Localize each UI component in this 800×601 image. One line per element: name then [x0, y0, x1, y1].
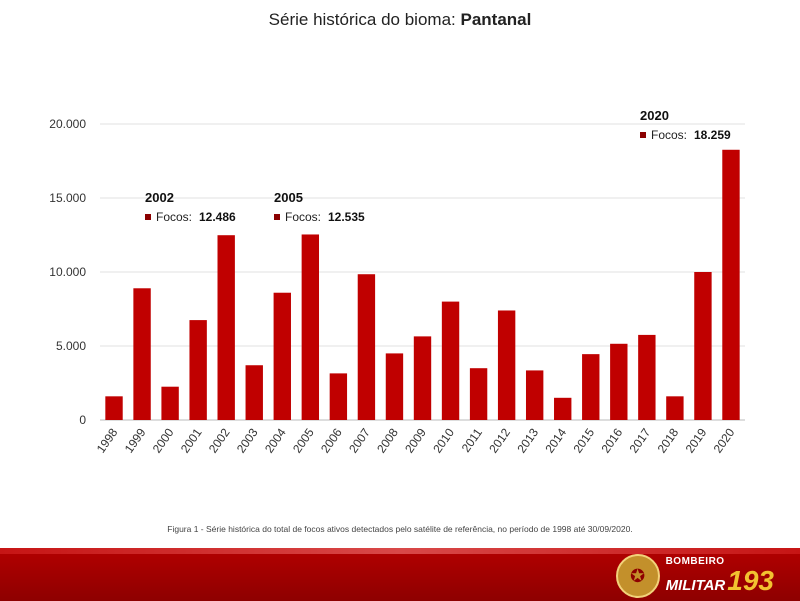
x-tick-label: 2014 — [542, 425, 569, 455]
bar-2019 — [694, 272, 712, 420]
annotation-year: 2020 — [640, 108, 669, 123]
bar-2004 — [273, 292, 291, 420]
chart-title-bold: Pantanal — [460, 10, 532, 29]
bar-2016 — [610, 343, 628, 420]
x-tick-label: 2009 — [402, 425, 429, 455]
bar-2012 — [497, 310, 516, 420]
bar-2013 — [525, 370, 544, 420]
x-tick-label: 2015 — [570, 425, 597, 455]
x-tick-label: 2001 — [178, 425, 205, 455]
x-tick-label: 2007 — [346, 425, 373, 455]
bar-1998 — [105, 396, 123, 420]
bombeiro-militar-logo: ✪ BOMBEIRO MILITAR 193 — [615, 554, 774, 598]
bars — [105, 149, 740, 421]
bar-2018 — [666, 396, 684, 420]
logo-line1: BOMBEIRO — [665, 556, 725, 567]
footer-stripe — [0, 548, 800, 554]
bar-2008 — [385, 353, 404, 420]
x-tick-label: 2020 — [711, 425, 738, 455]
annotation-swatch — [274, 214, 280, 220]
bar-2006 — [329, 373, 348, 420]
x-tick-label: 2006 — [318, 425, 345, 455]
x-tick-label: 1999 — [122, 425, 149, 455]
x-tick-label: 2011 — [459, 425, 485, 454]
logo-text: BOMBEIRO MILITAR 193 — [666, 557, 774, 595]
bar-2011 — [469, 368, 488, 420]
x-tick-label: 2000 — [150, 425, 177, 455]
x-axis: 1998 1999 2000 2001 2002 2003 2004 2005 2006 2007… — [94, 425, 738, 455]
x-tick-label: 2010 — [430, 425, 457, 455]
annotation-label: Focos: — [285, 210, 321, 224]
y-tick-label: 20.000 — [49, 117, 86, 131]
annotation-value: 18.259 — [694, 128, 731, 142]
chart-title-prefix: Série histórica do bioma: — [268, 10, 461, 29]
x-tick-label: 2016 — [598, 425, 625, 455]
bar-2020 — [722, 149, 740, 421]
bar-2015 — [582, 354, 600, 420]
x-tick-label: 2005 — [290, 425, 317, 455]
bar-2002 — [217, 235, 235, 420]
figure-caption: Figura 1 - Série histórica do total de f… — [167, 524, 633, 534]
annotation-label: Focos: — [651, 128, 687, 142]
x-tick-label: 1998 — [94, 425, 121, 455]
annotation-swatch — [640, 132, 646, 138]
bar-2009 — [413, 336, 432, 420]
x-tick-label: 2017 — [627, 425, 654, 455]
annotation-year: 2002 — [145, 190, 174, 205]
x-tick-label: 2004 — [262, 425, 289, 455]
annotation-value: 12.535 — [328, 210, 365, 224]
annotation-swatch — [145, 214, 151, 220]
x-tick-label: 2012 — [486, 425, 513, 455]
x-tick-label: 2003 — [234, 425, 261, 455]
bar-2007 — [357, 274, 376, 420]
bar-2014 — [554, 397, 572, 420]
bar-1999 — [133, 288, 151, 420]
annotations: 2002 Focos: 12.486 2005 Focos: 12.535 2020 Foco… — [145, 108, 731, 224]
annotation-value: 12.486 — [199, 210, 236, 224]
y-tick-label: 15.000 — [49, 191, 86, 205]
x-tick-label: 2018 — [655, 425, 682, 455]
logo-line2: MILITAR 193 — [666, 567, 774, 595]
chart-title: Série histórica do bioma: Pantanal — [0, 10, 800, 30]
logo-number: 193 — [727, 565, 774, 596]
bar-2000 — [161, 386, 179, 420]
x-tick-label: 2019 — [683, 425, 710, 455]
y-tick-label: 0 — [79, 413, 86, 427]
bar-2003 — [245, 365, 263, 420]
y-tick-label: 5.000 — [56, 339, 86, 353]
bar-2001 — [189, 320, 207, 420]
bar-2010 — [441, 301, 460, 420]
logo-militar: MILITAR — [665, 577, 726, 594]
x-tick-label: 2008 — [374, 425, 401, 455]
x-tick-label: 2002 — [206, 425, 233, 455]
annotation-label: Focos: — [156, 210, 192, 224]
y-axis: 0 5.000 10.000 15.000 20.000 — [49, 117, 86, 427]
bar-2005 — [301, 234, 320, 420]
y-tick-label: 10.000 — [49, 265, 86, 279]
x-tick-label: 2013 — [514, 425, 541, 455]
annotation-year: 2005 — [274, 190, 303, 205]
bar-2017 — [638, 334, 656, 420]
seal-icon: ✪ — [615, 554, 660, 598]
footer-banner: ✪ BOMBEIRO MILITAR 193 — [0, 548, 800, 601]
